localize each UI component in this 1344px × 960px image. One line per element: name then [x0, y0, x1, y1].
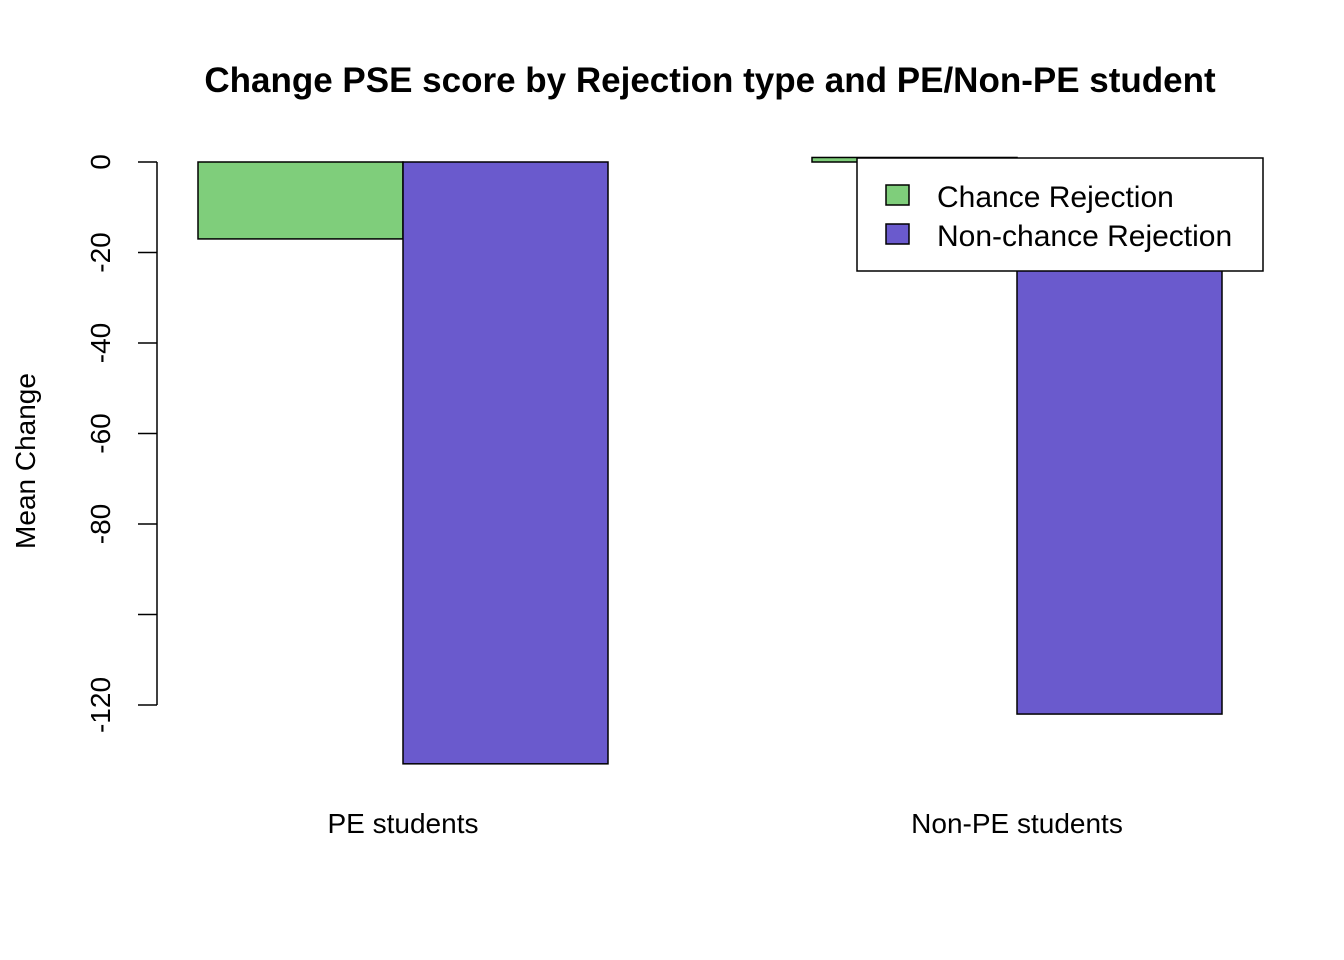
chart-title: Change PSE score by Rejection type and P… — [204, 61, 1216, 100]
legend-box — [856, 157, 1264, 272]
y-tick-label: -60 — [85, 413, 116, 453]
y-tick-label: -20 — [85, 232, 116, 272]
bars-group — [197, 156, 1223, 765]
bar — [402, 161, 609, 765]
y-tick-label: -40 — [85, 323, 116, 363]
legend-label-chance-rejection: Chance Rejection — [937, 181, 1174, 214]
legend: Chance Rejection Non-chance Rejection — [856, 157, 1264, 272]
x-axis-labels: PE students Non-PE students — [328, 808, 1123, 839]
x-category-label: PE students — [328, 808, 479, 839]
x-category-label: Non-PE students — [911, 808, 1123, 839]
bar — [197, 161, 404, 240]
y-tick-label: 0 — [85, 154, 116, 170]
y-axis: 0 -20 -40 -60 -80 -120 — [85, 154, 158, 733]
y-axis-label: Mean Change — [10, 373, 41, 549]
legend-swatch-non-chance-rejection — [885, 223, 910, 245]
legend-label-non-chance-rejection: Non-chance Rejection — [937, 220, 1232, 253]
y-tick-label: -80 — [85, 504, 116, 544]
legend-swatch-chance-rejection — [885, 184, 910, 206]
y-tick-label: -120 — [85, 677, 116, 733]
